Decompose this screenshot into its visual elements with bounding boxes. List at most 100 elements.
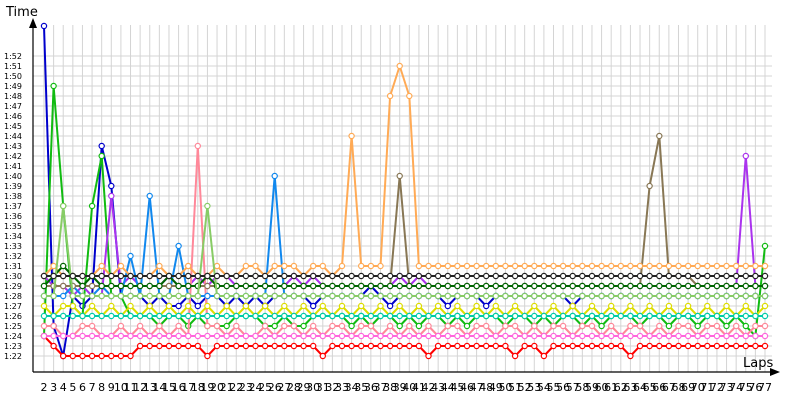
data-point bbox=[617, 282, 625, 290]
x-tick-label: 27 bbox=[277, 381, 291, 394]
data-point bbox=[531, 302, 538, 310]
data-point bbox=[617, 262, 625, 270]
data-point bbox=[290, 292, 298, 300]
data-point bbox=[367, 272, 375, 280]
data-point bbox=[444, 342, 451, 350]
data-point bbox=[579, 272, 586, 280]
y-tick-label: 1:48 bbox=[4, 92, 22, 101]
data-point bbox=[511, 352, 519, 360]
data-point bbox=[733, 312, 740, 320]
data-point bbox=[406, 282, 413, 290]
data-point bbox=[69, 332, 77, 340]
data-point bbox=[338, 312, 346, 320]
data-point bbox=[761, 272, 769, 280]
data-point bbox=[694, 342, 701, 350]
data-point bbox=[233, 312, 240, 320]
data-point bbox=[656, 342, 663, 350]
x-tick-label: 43 bbox=[431, 381, 445, 394]
x-tick-label: 46 bbox=[460, 381, 474, 394]
data-point bbox=[434, 332, 442, 340]
data-point bbox=[569, 312, 576, 320]
data-point bbox=[50, 292, 57, 300]
data-point bbox=[550, 322, 557, 330]
data-point bbox=[98, 272, 105, 280]
data-point bbox=[588, 312, 596, 320]
data-point bbox=[40, 302, 48, 310]
data-point bbox=[521, 292, 528, 300]
data-point bbox=[60, 302, 67, 310]
x-tick-label: 59 bbox=[585, 381, 599, 394]
data-point bbox=[310, 312, 317, 320]
data-point bbox=[588, 322, 596, 330]
data-point bbox=[88, 272, 96, 280]
data-point bbox=[713, 292, 721, 300]
data-point bbox=[675, 272, 682, 280]
data-point bbox=[665, 332, 673, 340]
data-point bbox=[550, 302, 557, 310]
x-tick-label: 57 bbox=[566, 381, 580, 394]
data-point bbox=[175, 242, 182, 250]
data-point bbox=[617, 312, 625, 320]
data-point bbox=[223, 322, 230, 330]
data-point bbox=[684, 292, 692, 300]
data-point bbox=[483, 312, 490, 320]
x-tick-label: 2 bbox=[41, 381, 48, 394]
series-layer bbox=[40, 22, 769, 360]
data-point bbox=[454, 292, 461, 300]
x-tick-label: 36 bbox=[364, 381, 378, 394]
data-point bbox=[261, 282, 269, 290]
data-point bbox=[396, 322, 403, 330]
data-point bbox=[271, 292, 278, 300]
data-point bbox=[271, 172, 278, 180]
data-point bbox=[386, 272, 394, 280]
data-point bbox=[415, 322, 423, 330]
data-point bbox=[165, 292, 173, 300]
data-point bbox=[79, 332, 86, 340]
data-point bbox=[69, 312, 77, 320]
data-point bbox=[569, 342, 576, 350]
data-point bbox=[127, 352, 134, 360]
data-point bbox=[473, 322, 480, 330]
data-point bbox=[127, 272, 134, 280]
data-point bbox=[723, 282, 730, 290]
data-point bbox=[540, 312, 548, 320]
data-point bbox=[88, 282, 96, 290]
data-point bbox=[146, 192, 153, 200]
data-point bbox=[290, 262, 298, 270]
data-point bbox=[348, 312, 355, 320]
data-point bbox=[175, 272, 182, 280]
data-point bbox=[329, 282, 336, 290]
x-tick-label: 31 bbox=[316, 381, 330, 394]
data-point bbox=[550, 292, 557, 300]
data-point bbox=[88, 292, 96, 300]
y-tick-label: 1:43 bbox=[4, 142, 22, 151]
data-point bbox=[396, 332, 403, 340]
data-point bbox=[60, 262, 67, 270]
data-point bbox=[377, 282, 384, 290]
data-point bbox=[579, 312, 586, 320]
data-point bbox=[386, 322, 394, 330]
data-point bbox=[454, 272, 461, 280]
data-point bbox=[627, 302, 634, 310]
data-point bbox=[358, 312, 365, 320]
data-point bbox=[723, 332, 730, 340]
data-point bbox=[204, 272, 211, 280]
data-point bbox=[608, 312, 615, 320]
data-point bbox=[79, 272, 86, 280]
data-point bbox=[752, 262, 759, 270]
data-point bbox=[665, 262, 673, 270]
data-point bbox=[175, 332, 182, 340]
data-point bbox=[694, 262, 701, 270]
data-point bbox=[733, 342, 740, 350]
data-point bbox=[156, 272, 163, 280]
data-point bbox=[290, 282, 298, 290]
data-point bbox=[502, 282, 509, 290]
data-point bbox=[69, 292, 77, 300]
data-point bbox=[406, 272, 413, 280]
data-point bbox=[761, 342, 769, 350]
x-tick-label: 64 bbox=[633, 381, 647, 394]
data-point bbox=[752, 322, 759, 330]
data-point bbox=[502, 272, 509, 280]
data-point bbox=[579, 342, 586, 350]
data-point bbox=[646, 262, 653, 270]
